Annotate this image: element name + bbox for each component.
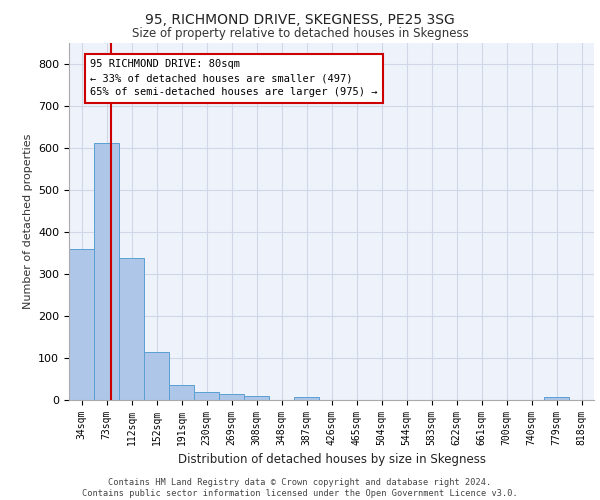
Bar bbox=[69, 250, 94, 400]
Bar bbox=[194, 392, 219, 400]
Bar bbox=[244, 396, 269, 400]
Bar bbox=[119, 258, 144, 400]
Text: 95, RICHMOND DRIVE, SKEGNESS, PE25 3SG: 95, RICHMOND DRIVE, SKEGNESS, PE25 3SG bbox=[145, 12, 455, 26]
Bar bbox=[144, 352, 169, 400]
Bar bbox=[294, 396, 319, 400]
Bar bbox=[94, 142, 119, 400]
X-axis label: Distribution of detached houses by size in Skegness: Distribution of detached houses by size … bbox=[178, 454, 485, 466]
Text: 95 RICHMOND DRIVE: 80sqm
← 33% of detached houses are smaller (497)
65% of semi-: 95 RICHMOND DRIVE: 80sqm ← 33% of detach… bbox=[90, 60, 378, 98]
Text: Size of property relative to detached houses in Skegness: Size of property relative to detached ho… bbox=[131, 28, 469, 40]
Bar bbox=[219, 394, 244, 400]
Y-axis label: Number of detached properties: Number of detached properties bbox=[23, 134, 32, 309]
Text: Contains HM Land Registry data © Crown copyright and database right 2024.
Contai: Contains HM Land Registry data © Crown c… bbox=[82, 478, 518, 498]
Bar bbox=[544, 396, 569, 400]
Bar bbox=[169, 386, 194, 400]
